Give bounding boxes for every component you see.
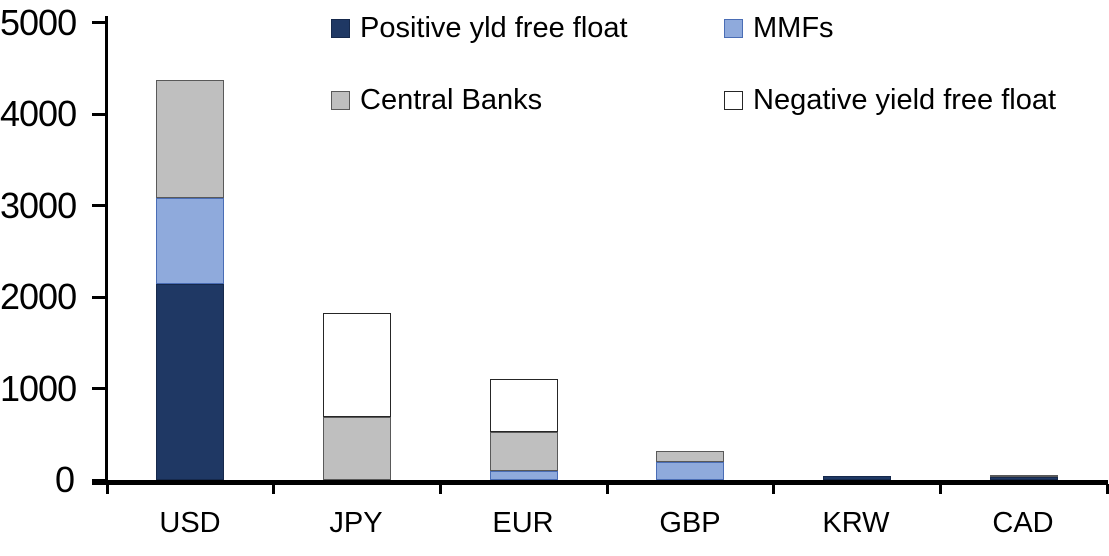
bar-segment-usd-mmfs xyxy=(156,197,225,284)
legend-swatch-mmfs-icon xyxy=(724,18,743,38)
x-tick-mark xyxy=(272,484,276,494)
x-axis-label-krw: KRW xyxy=(822,507,890,539)
legend-item-positive-yld-free-float: Positive yld free float xyxy=(331,11,628,45)
legend-item-negative-yield-free-float: Negative yield free float xyxy=(724,83,1056,117)
x-tick-mark xyxy=(938,484,942,494)
x-tick-mark xyxy=(438,484,442,494)
legend-swatch-positive-yld-free-float-icon xyxy=(331,18,350,38)
y-axis-label-3000: 3000 xyxy=(0,185,77,226)
bar-segment-jpy-central-banks xyxy=(323,417,391,481)
y-tick-mark xyxy=(92,112,107,116)
bar-segment-jpy-negative-yield-free-float xyxy=(323,313,391,418)
y-axis-line xyxy=(105,16,108,485)
y-tick-mark xyxy=(92,204,107,208)
bar-segment-usd-central-banks xyxy=(156,79,225,198)
x-axis-line xyxy=(92,480,1108,485)
y-axis-label-4000: 4000 xyxy=(0,93,77,134)
legend-swatch-negative-yield-free-float-icon xyxy=(724,90,743,110)
x-tick-mark xyxy=(772,484,776,494)
bar-segment-gbp-mmfs xyxy=(656,462,725,481)
legend-label-negative-yield-free-float: Negative yield free float xyxy=(753,84,1057,116)
y-axis-label-1000: 1000 xyxy=(0,368,77,409)
x-tick-mark xyxy=(1105,484,1109,494)
x-axis-label-jpy: JPY xyxy=(329,507,383,539)
bar-segment-eur-central-banks xyxy=(489,431,558,472)
legend-item-central-banks: Central Banks xyxy=(331,83,542,117)
y-axis-label-2000: 2000 xyxy=(0,276,77,317)
x-tick-mark xyxy=(605,484,609,494)
legend-label-mmfs: MMFs xyxy=(753,12,834,44)
x-axis-label-usd: USD xyxy=(159,507,221,539)
bar-segment-cad-central-banks xyxy=(989,475,1058,477)
y-axis-label-5000: 5000 xyxy=(0,2,77,43)
legend-label-central-banks: Central Banks xyxy=(360,84,543,116)
legend-swatch-central-banks-icon xyxy=(331,90,350,110)
legend-item-mmfs: MMFs xyxy=(724,11,834,45)
x-axis-label-eur: EUR xyxy=(492,507,554,539)
x-tick-mark xyxy=(105,484,109,494)
y-tick-mark xyxy=(92,387,107,391)
legend-label-positive-yld-free-float: Positive yld free float xyxy=(360,12,628,44)
y-axis-label-0: 0 xyxy=(54,459,75,500)
y-tick-mark xyxy=(92,295,107,299)
bar-segment-eur-negative-yield-free-float xyxy=(489,378,558,432)
y-tick-mark xyxy=(92,21,107,25)
x-axis-label-gbp: GBP xyxy=(659,507,721,539)
bar-segment-usd-positive-yld-free-float xyxy=(156,283,225,481)
bar-segment-eur-mmfs xyxy=(489,471,558,481)
bar-segment-gbp-central-banks xyxy=(656,451,725,463)
x-axis-label-cad: CAD xyxy=(992,507,1054,539)
